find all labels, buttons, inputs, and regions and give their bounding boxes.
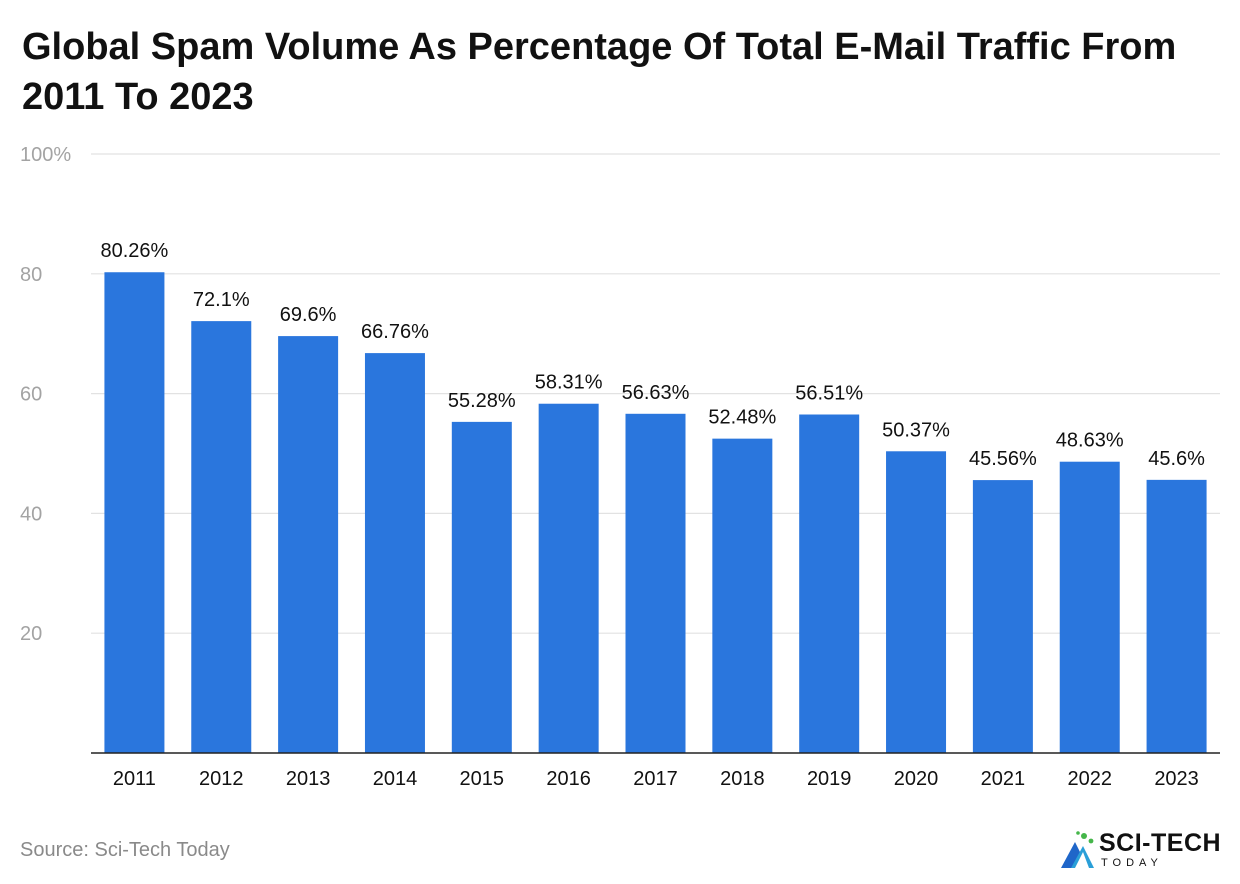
x-tick-label: 2020 bbox=[894, 768, 939, 790]
bar bbox=[972, 480, 1033, 753]
data-label: 80.26% bbox=[101, 240, 169, 262]
bar bbox=[1059, 461, 1120, 753]
bar bbox=[191, 321, 252, 753]
data-label: 55.28% bbox=[448, 390, 516, 412]
x-tick-label: 2018 bbox=[720, 768, 765, 790]
data-label: 50.37% bbox=[882, 419, 950, 441]
sci-tech-today-logo: SCI-TECH TODAY bbox=[1058, 828, 1228, 874]
data-label: 66.76% bbox=[361, 321, 429, 343]
logo-mark-icon bbox=[1061, 831, 1094, 868]
bars bbox=[104, 272, 1207, 753]
x-tick-label: 2022 bbox=[1067, 768, 1112, 790]
data-labels: 80.26% 72.1% 69.6% 66.76% 55.28% 58.31% 56.63%… bbox=[101, 240, 1206, 470]
logo-wordmark: SCI-TECH bbox=[1099, 829, 1222, 857]
data-label: 56.51% bbox=[795, 383, 863, 405]
x-tick-label: 2023 bbox=[1154, 768, 1199, 790]
bar bbox=[886, 451, 947, 753]
bar bbox=[1146, 479, 1207, 753]
x-tick-label: 2017 bbox=[633, 768, 678, 790]
bar bbox=[799, 414, 860, 753]
bar bbox=[104, 272, 165, 753]
x-tick-label: 2014 bbox=[373, 768, 418, 790]
bar bbox=[538, 403, 599, 753]
y-tick-label: 40 bbox=[20, 503, 42, 525]
x-tick-label: 2012 bbox=[199, 768, 244, 790]
bar bbox=[278, 336, 339, 753]
data-label: 72.1% bbox=[193, 289, 250, 311]
bar bbox=[451, 421, 512, 753]
x-tick-label: 2016 bbox=[546, 768, 591, 790]
bar bbox=[625, 413, 686, 753]
source-note: Source: Sci-Tech Today bbox=[20, 839, 230, 861]
data-label: 56.63% bbox=[622, 382, 690, 404]
data-label: 45.56% bbox=[969, 448, 1037, 470]
y-tick-label: 80 bbox=[20, 264, 42, 286]
data-label: 48.63% bbox=[1056, 430, 1124, 452]
x-tick-label: 2015 bbox=[460, 768, 505, 790]
chart-title: Global Spam Volume As Percentage Of Tota… bbox=[22, 26, 1177, 118]
data-label: 58.31% bbox=[535, 372, 603, 394]
x-tick-label: 2019 bbox=[807, 768, 852, 790]
y-tick-label: 100% bbox=[20, 144, 71, 166]
x-tick-label: 2021 bbox=[981, 768, 1026, 790]
y-tick-label: 60 bbox=[20, 384, 42, 406]
bar-chart: 20 40 60 80 100% 80.26% 72.1% 69.6% 66.76% 55.28… bbox=[20, 144, 1220, 790]
data-label: 69.6% bbox=[280, 304, 337, 326]
x-tick-label: 2011 bbox=[113, 768, 156, 790]
bar bbox=[712, 438, 773, 753]
y-tick-label: 20 bbox=[20, 623, 42, 645]
bar bbox=[364, 353, 425, 753]
data-label: 52.48% bbox=[708, 407, 776, 429]
y-axis-ticks: 20 40 60 80 100% bbox=[20, 144, 71, 645]
x-axis-ticks: 2011 2012 2013 2014 2015 2016 2017 2018 2019 2020… bbox=[113, 768, 1199, 790]
data-label: 45.6% bbox=[1148, 448, 1205, 470]
logo-subtext: TODAY bbox=[1101, 857, 1163, 869]
x-tick-label: 2013 bbox=[286, 768, 331, 790]
